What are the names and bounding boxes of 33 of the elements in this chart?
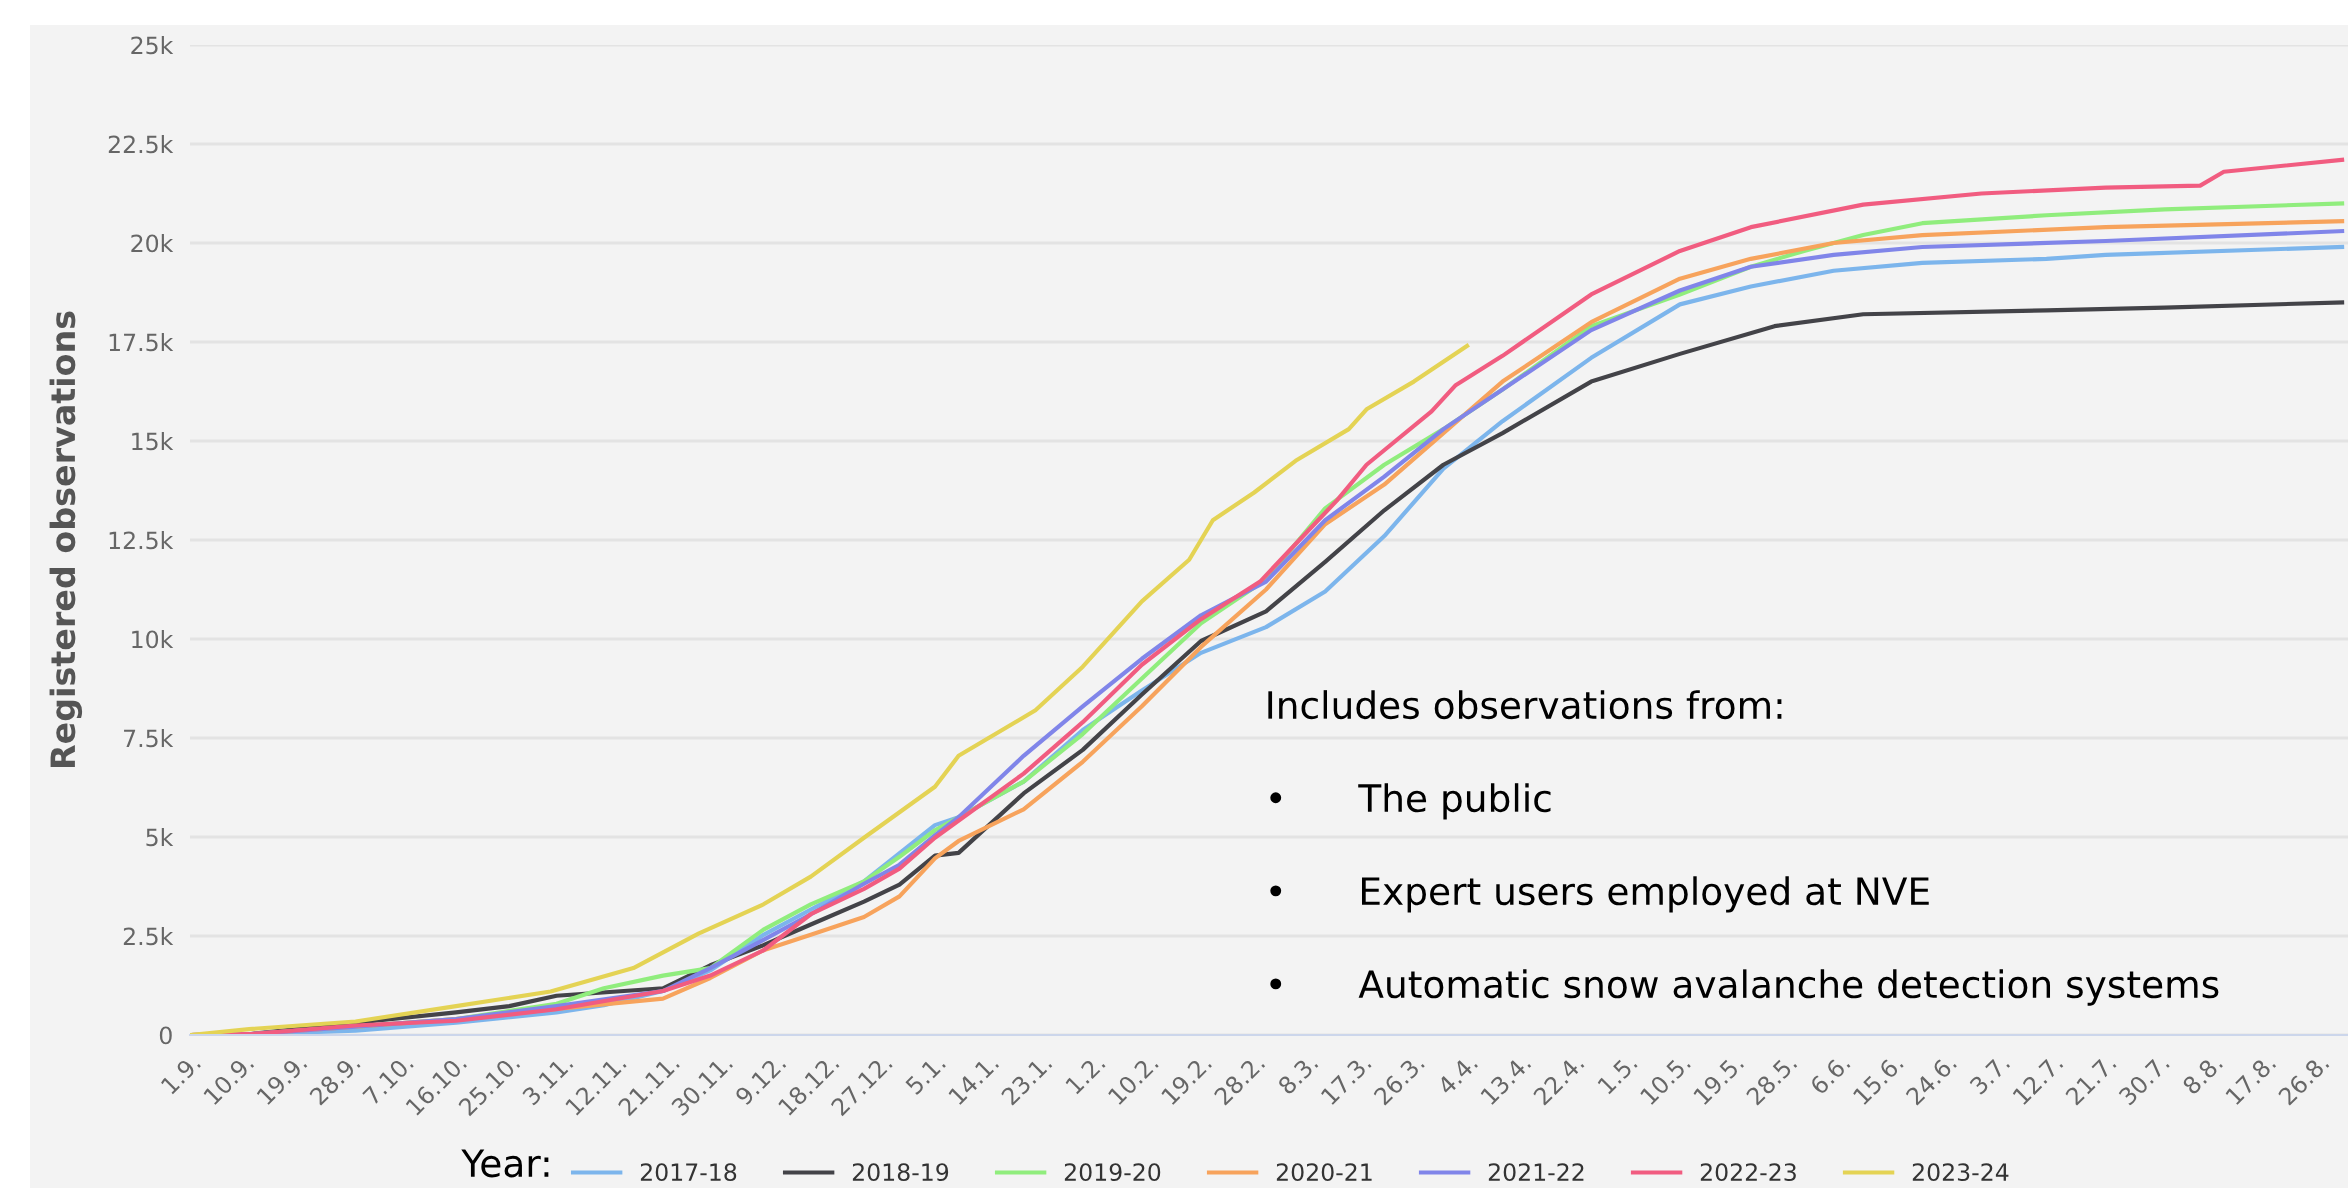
legend-label: 2022-23 bbox=[1700, 1163, 1796, 1182]
legend-label: 2017-18 bbox=[640, 1163, 737, 1182]
x-tick-label: 8.3. bbox=[1277, 1053, 1319, 1096]
y-axis-title: Registered observations bbox=[49, 311, 83, 768]
x-tick-label: 4.4. bbox=[1436, 1053, 1478, 1096]
legend-label: 2019-20 bbox=[1064, 1163, 1161, 1182]
x-tick-label: 1.2. bbox=[1064, 1053, 1106, 1095]
y-tick-label: 15k bbox=[132, 432, 174, 451]
x-tick-label: 8.8. bbox=[2181, 1053, 2224, 1096]
y-tick-label: 7.5k bbox=[124, 729, 174, 748]
x-tick-label: 6.6. bbox=[1809, 1053, 1851, 1096]
annotation: • Expert users employed at NVE bbox=[1270, 876, 1929, 913]
legend-label: 2020-21 bbox=[1276, 1163, 1372, 1182]
annotation: • The public bbox=[1270, 783, 1551, 820]
y-tick-label: 25k bbox=[131, 36, 174, 55]
y-tick-label: 17.5k bbox=[109, 333, 174, 352]
y-tick-label: 22.5k bbox=[108, 135, 174, 154]
y-tick-label: 2.5k bbox=[123, 927, 174, 946]
legend-label: 2018-19 bbox=[852, 1163, 949, 1182]
annotation: • Automatic snow avalanche detection systems bbox=[1270, 969, 2219, 1006]
legend-label: 2021-22 bbox=[1488, 1163, 1584, 1182]
x-tick-label: 5.1. bbox=[904, 1053, 947, 1096]
y-tick-label: 20k bbox=[131, 234, 174, 253]
x-tick-label: 1.5. bbox=[1597, 1053, 1638, 1095]
y-tick-label: 12.5k bbox=[109, 531, 174, 550]
y-tick-label: 5k bbox=[146, 828, 174, 847]
x-tick-label: 1.9. bbox=[160, 1053, 202, 1095]
y-tick-label: 0 bbox=[159, 1026, 172, 1045]
annotation: Includes observations from: bbox=[1268, 690, 1782, 720]
x-tick-label: 3.7. bbox=[1968, 1053, 2011, 1096]
legend-title: Year: bbox=[461, 1149, 549, 1178]
legend-label: 2023-24 bbox=[1912, 1163, 2009, 1182]
y-tick-label: 10k bbox=[132, 630, 174, 649]
